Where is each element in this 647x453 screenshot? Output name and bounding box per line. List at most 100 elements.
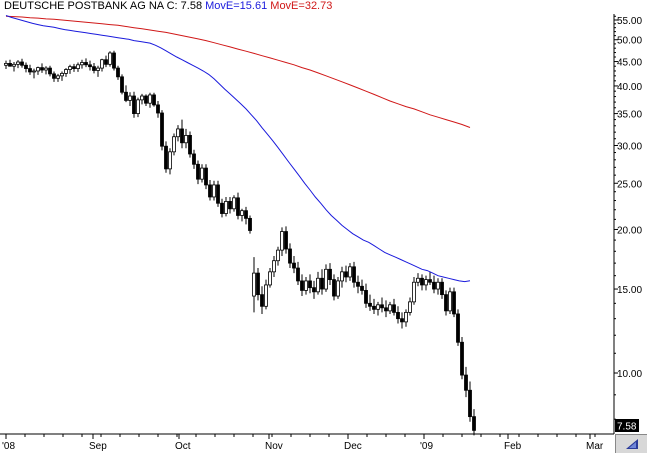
candle-body: [100, 59, 104, 69]
candle-body: [280, 231, 284, 251]
candle-body: [132, 95, 136, 114]
y-tick-label: 20.00: [617, 225, 642, 236]
candle: [124, 85, 128, 103]
candle-body: [388, 304, 392, 312]
candle: [248, 215, 252, 234]
candle: [196, 160, 200, 185]
candle-body: [40, 67, 44, 71]
x-axis: '08 Sep Oct Nov Dec '09 Feb Mar: [2, 434, 604, 452]
candle-body: [188, 135, 192, 155]
candle: [380, 297, 384, 313]
candle-body: [460, 341, 464, 376]
candle: [328, 263, 332, 285]
candle-body: [424, 279, 428, 286]
candle: [356, 275, 360, 294]
candle: [108, 51, 112, 67]
candle: [276, 246, 280, 266]
candle-body: [340, 271, 344, 282]
candle-body: [240, 210, 244, 216]
candle: [208, 179, 212, 201]
candle: [432, 275, 436, 294]
candle-body: [108, 52, 112, 65]
candle: [344, 265, 348, 283]
candle-body: [268, 271, 272, 286]
candle: [336, 276, 340, 299]
candle: [260, 286, 264, 314]
candle-body: [248, 217, 252, 231]
candle-body: [416, 277, 420, 283]
candle-body: [224, 201, 228, 214]
candle: [212, 180, 216, 201]
candle-body: [252, 272, 256, 297]
candle: [280, 227, 284, 256]
candle: [48, 65, 52, 77]
candle-body: [148, 94, 152, 104]
candle-body: [344, 271, 348, 278]
candle-body: [176, 128, 180, 138]
candle-body: [72, 66, 76, 69]
candle: [172, 133, 176, 156]
candle-body: [112, 52, 116, 69]
candle-body: [180, 128, 184, 144]
candle: [20, 58, 24, 68]
candle-body: [452, 291, 456, 315]
last-price-label: 7.58: [617, 422, 637, 433]
candle-body: [300, 280, 304, 291]
candle: [468, 381, 472, 422]
candle: [460, 336, 464, 380]
candle: [144, 94, 148, 107]
candle: [28, 64, 32, 75]
candle-body: [220, 202, 224, 214]
candle-body: [52, 73, 56, 79]
candle: [360, 279, 364, 295]
candle: [300, 274, 304, 297]
candle: [44, 66, 48, 75]
candle: [184, 128, 188, 149]
chart-title: DEUTSCHE POSTBANK AG NA C: 7.58 MovE=15.…: [4, 0, 332, 13]
candle: [204, 164, 208, 190]
candle-body: [380, 304, 384, 309]
corner-button[interactable]: [615, 434, 647, 453]
y-tick-label: 35.00: [617, 110, 642, 121]
candle: [252, 257, 256, 313]
y-tick-label: 15.00: [617, 285, 642, 296]
candle: [348, 263, 352, 281]
candle-body: [48, 67, 52, 75]
candle-body: [196, 163, 200, 180]
candle: [244, 206, 248, 225]
y-tick-label: 25.00: [617, 179, 642, 190]
candle: [392, 298, 396, 316]
candle-body: [204, 167, 208, 186]
candle: [160, 110, 164, 151]
candle: [116, 65, 120, 80]
candle-body: [152, 94, 156, 106]
candle: [352, 261, 356, 288]
candle: [188, 131, 192, 158]
candle: [84, 58, 88, 68]
candle-body: [384, 307, 388, 312]
candle-body: [84, 62, 88, 66]
candle-body: [16, 61, 20, 65]
candle-body: [92, 66, 96, 71]
candle-body: [212, 184, 216, 198]
x-tick-label: Nov: [265, 441, 283, 452]
candle-body: [136, 99, 140, 114]
candle: [40, 63, 44, 73]
arrow-icon: [626, 439, 638, 449]
candle-body: [76, 64, 80, 69]
candle: [264, 279, 268, 310]
x-tick-label: Mar: [586, 441, 604, 452]
candle-body: [64, 69, 68, 74]
candle-body: [312, 287, 316, 293]
candle: [228, 196, 232, 214]
candle-body: [184, 135, 188, 144]
candle-body: [96, 67, 100, 71]
candle-body: [156, 104, 160, 114]
candle: [180, 119, 184, 149]
candle: [232, 195, 236, 212]
candle: [164, 141, 168, 173]
candle-body: [428, 279, 432, 283]
candle: [404, 309, 408, 327]
candle: [424, 275, 428, 291]
